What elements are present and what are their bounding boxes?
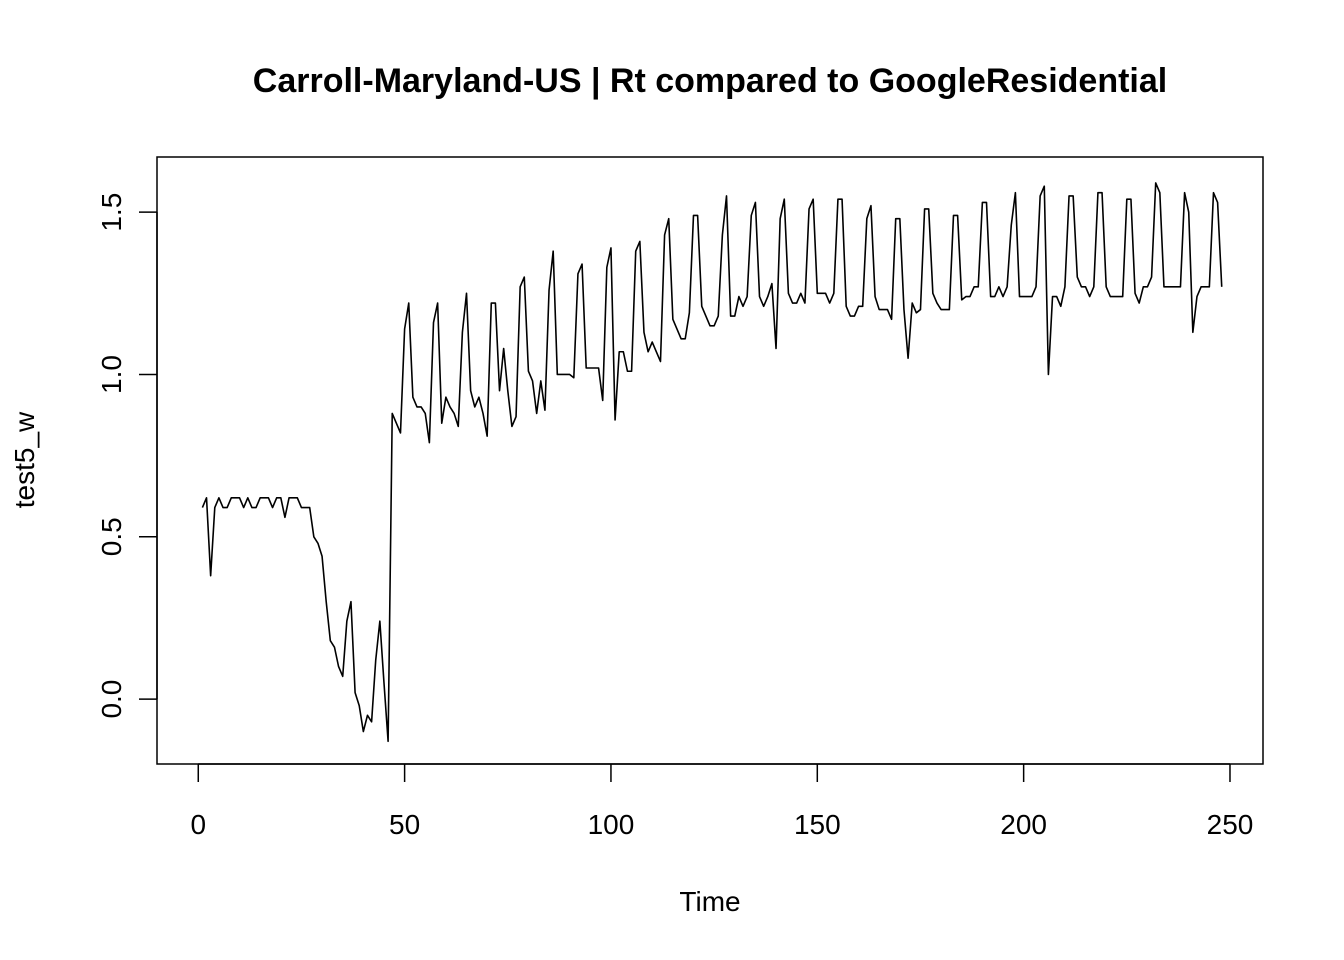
x-tick-label: 150	[794, 809, 841, 840]
y-tick-label: 0.0	[96, 680, 127, 719]
x-tick-label: 0	[190, 809, 206, 840]
y-tick-label: 1.5	[96, 193, 127, 232]
y-axis-label: test5_w	[9, 411, 40, 508]
x-tick-label: 50	[389, 809, 420, 840]
x-tick-label: 200	[1000, 809, 1047, 840]
series-layer	[201, 182, 1223, 743]
x-axis: 0 50 100 150 200 250	[190, 763, 1254, 840]
x-tick-label: 100	[588, 809, 635, 840]
y-tick-label: 0.5	[96, 517, 127, 556]
y-axis: 0.0 0.5 1.0 1.5	[96, 193, 158, 719]
plot-frame	[156, 156, 1264, 765]
x-tick-label: 250	[1207, 809, 1254, 840]
y-tick-label: 1.0	[96, 355, 127, 394]
chart-title: Carroll-Maryland-US | Rt compared to Goo…	[253, 62, 1167, 100]
series-line	[201, 182, 1223, 743]
x-axis-label: Time	[679, 886, 740, 917]
